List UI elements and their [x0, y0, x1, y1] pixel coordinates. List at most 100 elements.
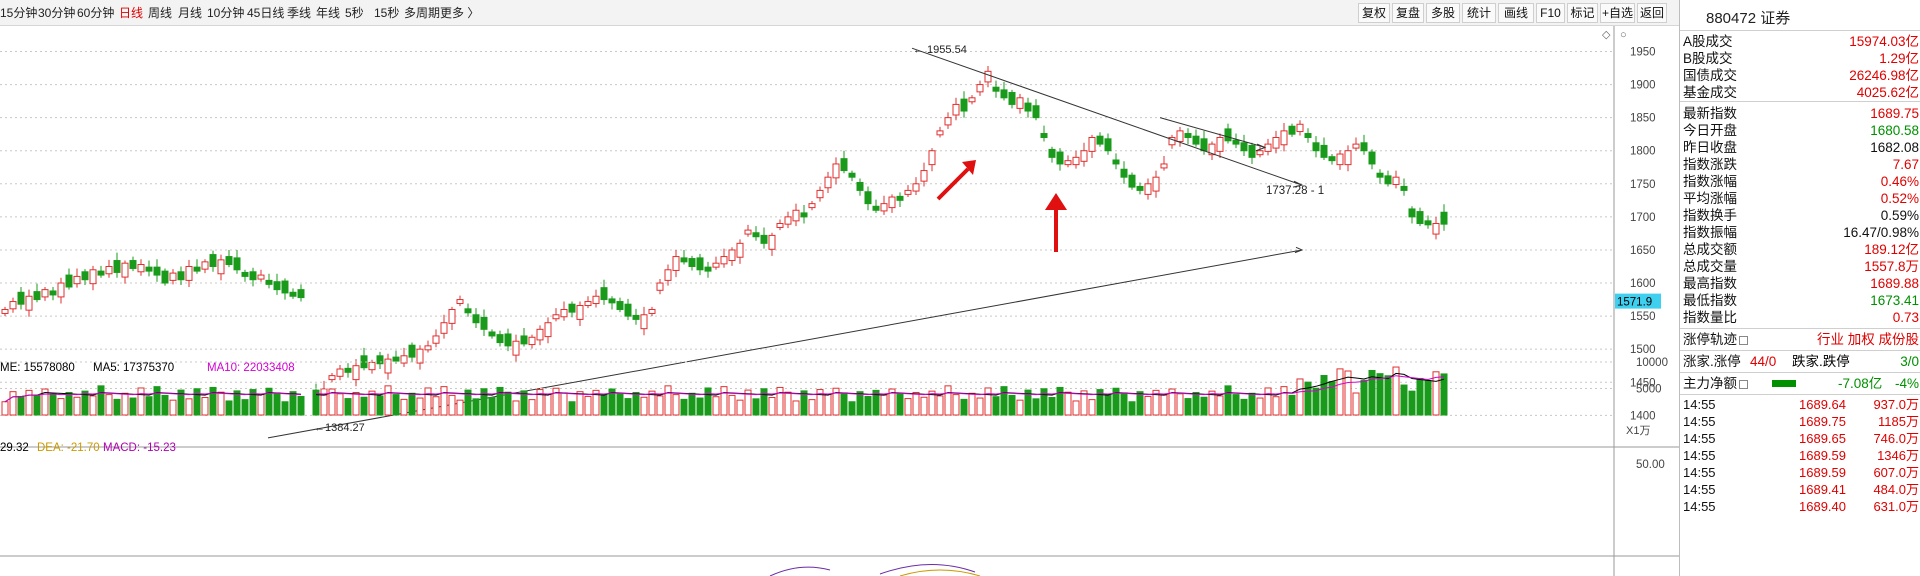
candle-body [384, 358, 392, 374]
limit-track-links[interactable]: 行业 加权 成份股 [1816, 332, 1919, 347]
candle-body [880, 203, 888, 212]
candle-body [1, 308, 9, 314]
right-annotation: 1737.28 - 1 [1266, 185, 1324, 197]
candle-body [17, 291, 25, 305]
candle-body [73, 275, 81, 285]
stat-value: 4025.62亿 [1856, 85, 1919, 100]
volume-bar [1152, 389, 1160, 416]
expand-icon[interactable] [1739, 380, 1748, 389]
stat-row: 指数振幅 16.47/0.98% [1680, 223, 1920, 242]
candle-body [472, 314, 480, 324]
toolbar-button[interactable]: +自选 [1600, 3, 1635, 23]
trade-price: 1689.75 [1799, 414, 1846, 429]
candle-body [552, 314, 560, 320]
candle-body [680, 257, 688, 263]
volume-bar [432, 396, 440, 416]
trade-row: 14:55 1689.40 631.0万 [1680, 498, 1920, 515]
volume-tick-label: 5000 [1636, 384, 1662, 396]
volume-bar [440, 386, 448, 416]
trade-volume: 631.0万 [1873, 499, 1919, 514]
toolbar-button[interactable]: 画线 [1498, 3, 1534, 23]
volume-bar [1384, 375, 1392, 416]
candle-body [233, 257, 241, 271]
candle-body [560, 308, 568, 318]
dea-line [899, 569, 981, 576]
period-tab[interactable]: 年线 [316, 6, 341, 20]
candle-body [1176, 130, 1184, 142]
current-price-tag [1615, 293, 1661, 309]
candle-body [209, 254, 217, 267]
stat-value: 0.46% [1880, 174, 1919, 189]
volume-bar [784, 391, 792, 416]
limit-track-label[interactable]: 涨停轨迹 [1683, 330, 1748, 349]
toolbar-button[interactable]: F10 [1536, 3, 1565, 23]
candle-body [768, 234, 776, 250]
macd-legend: MACD: -15.23 [103, 442, 176, 454]
period-tab[interactable]: 更多 〉 [440, 6, 480, 20]
candle-body [744, 229, 752, 235]
expand-icon[interactable] [1739, 336, 1748, 345]
volume-bar [1032, 398, 1040, 416]
candle-body [161, 270, 169, 284]
price-tick-label: 1800 [1630, 146, 1656, 158]
stat-label: 最低指数 [1683, 293, 1737, 308]
stat-label: 国债成交 [1683, 68, 1737, 83]
candle-body [169, 272, 177, 281]
toolbar-button[interactable]: 多股 [1426, 3, 1460, 23]
stat-row: 指数涨幅 0.46% [1680, 172, 1920, 191]
ma5-legend: MA5: 17375370 [93, 362, 174, 374]
stat-row: 今日开盘 1680.58 [1680, 121, 1920, 140]
candle-body [265, 279, 273, 285]
period-tab[interactable]: 60分钟 [77, 6, 115, 20]
candle-body [832, 163, 840, 179]
volume-bar [49, 393, 57, 416]
volume-bar [121, 392, 129, 416]
candle-body [920, 170, 928, 182]
price-tick-label: 1950 [1630, 47, 1656, 59]
candle-body [1272, 136, 1280, 149]
period-tab[interactable]: 15秒 [374, 6, 400, 20]
trade-price: 1689.65 [1799, 431, 1846, 446]
period-tab[interactable]: 45日线 [247, 6, 285, 20]
volume-bar [792, 400, 800, 416]
toolbar-button[interactable]: 复盘 [1392, 3, 1424, 23]
candle-body [848, 172, 856, 178]
candle-body [1008, 92, 1016, 105]
candle-body [1376, 172, 1384, 178]
toolbar-button[interactable]: 返回 [1637, 3, 1667, 23]
period-tab[interactable]: 日线 [119, 6, 144, 20]
period-tab[interactable]: 5秒 [345, 6, 364, 20]
toolbar-button[interactable]: 复权 [1358, 3, 1390, 23]
candle-body [1016, 97, 1024, 109]
stat-row: 昨日收盘 1682.08 [1680, 138, 1920, 157]
trade-price: 1689.59 [1799, 465, 1846, 480]
volume-bar [1248, 392, 1256, 416]
period-tab[interactable]: 多周期 [404, 6, 441, 20]
volume-bar [888, 388, 896, 416]
period-tab[interactable]: 15分钟 [0, 6, 38, 20]
toolbar-button[interactable]: 标记 [1567, 3, 1598, 23]
net-flow-row: 主力净额 -7.08亿 -4% [1680, 374, 1920, 393]
volume-bar [1224, 385, 1232, 416]
candle-body [800, 212, 808, 218]
volume-bar [664, 385, 672, 416]
toolbar-button[interactable]: 统计 [1462, 3, 1496, 23]
price-tick-label: 1500 [1630, 344, 1656, 356]
period-tab[interactable]: 月线 [178, 6, 203, 20]
period-tab[interactable]: 10分钟 [207, 6, 245, 20]
period-tab[interactable]: 周线 [148, 6, 173, 20]
stat-row: 指数量比 0.73 [1680, 308, 1920, 327]
candle-body [81, 271, 89, 281]
panel-title: 880472 证券 [1680, 0, 1920, 31]
volume-bar [1304, 381, 1312, 416]
candle-body [576, 305, 584, 320]
candles [1, 66, 1448, 410]
period-tab[interactable]: 30分钟 [38, 6, 76, 20]
candle-body [1208, 143, 1216, 156]
volume-bar [592, 389, 600, 416]
period-tab[interactable]: 季线 [287, 6, 312, 20]
volume-bar [576, 391, 584, 416]
volume-bar [776, 386, 784, 416]
candle-body [1296, 123, 1304, 133]
volume-bar [81, 390, 89, 416]
